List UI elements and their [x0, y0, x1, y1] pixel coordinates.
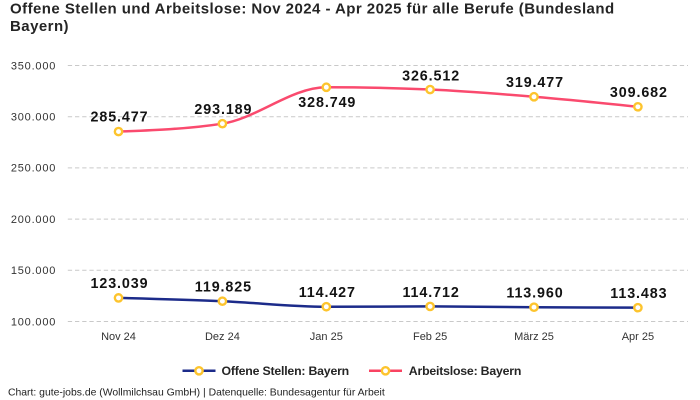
- svg-text:350.000: 350.000: [11, 60, 56, 72]
- svg-text:100.000: 100.000: [11, 316, 56, 328]
- svg-text:März 25: März 25: [514, 331, 554, 343]
- svg-text:150.000: 150.000: [11, 265, 56, 277]
- svg-text:114.427: 114.427: [299, 285, 356, 301]
- svg-text:300.000: 300.000: [11, 112, 56, 124]
- svg-text:Feb 25: Feb 25: [413, 331, 447, 343]
- svg-text:113.483: 113.483: [610, 286, 667, 302]
- svg-text:123.039: 123.039: [91, 276, 149, 292]
- svg-text:200.000: 200.000: [11, 214, 56, 226]
- svg-text:328.749: 328.749: [298, 95, 356, 111]
- svg-text:Arbeitslose: Bayern: Arbeitslose: Bayern: [409, 364, 521, 378]
- svg-text:250.000: 250.000: [11, 163, 56, 175]
- svg-text:119.825: 119.825: [195, 280, 252, 296]
- svg-text:Dez 24: Dez 24: [205, 331, 240, 343]
- svg-text:309.682: 309.682: [610, 85, 668, 101]
- svg-text:Apr 25: Apr 25: [622, 331, 654, 343]
- svg-text:319.477: 319.477: [506, 75, 564, 91]
- svg-text:Offene Stellen und Arbeitslose: Offene Stellen und Arbeitslose: Nov 2024…: [10, 0, 615, 17]
- svg-text:Jan 25: Jan 25: [310, 331, 343, 343]
- svg-text:326.512: 326.512: [402, 68, 460, 84]
- svg-text:Nov 24: Nov 24: [101, 331, 136, 343]
- svg-text:Bayern): Bayern): [10, 18, 69, 35]
- svg-text:285.477: 285.477: [91, 110, 149, 126]
- svg-text:Offene Stellen: Bayern: Offene Stellen: Bayern: [222, 364, 350, 378]
- svg-text:293.189: 293.189: [194, 102, 252, 118]
- svg-text:114.712: 114.712: [402, 285, 459, 301]
- svg-text:113.960: 113.960: [506, 286, 563, 302]
- svg-text:Chart: gute-jobs.de (Wollmilch: Chart: gute-jobs.de (Wollmilchsau GmbH) …: [8, 388, 385, 399]
